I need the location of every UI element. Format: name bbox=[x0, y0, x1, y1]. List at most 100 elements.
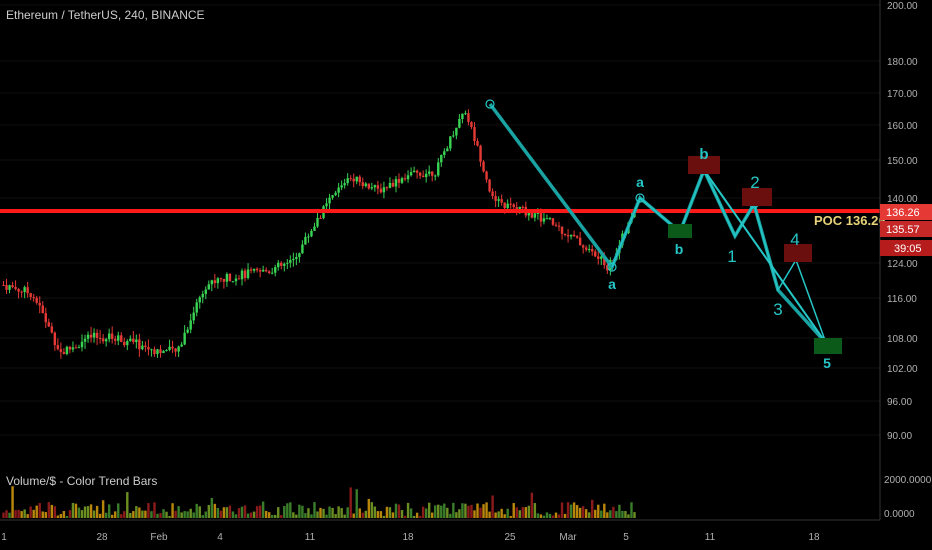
wave-label: a bbox=[608, 276, 616, 292]
volume-bar bbox=[23, 509, 26, 518]
price-tick-label: 200.00 bbox=[887, 1, 918, 12]
price-tick-label: 140.00 bbox=[887, 194, 918, 205]
volume-bar bbox=[65, 515, 69, 518]
volume-bar bbox=[455, 512, 458, 518]
volume-bar bbox=[77, 507, 81, 518]
volume-bar bbox=[286, 503, 289, 518]
price-tick-label: 170.00 bbox=[887, 89, 918, 100]
volume-bar bbox=[524, 507, 528, 518]
candle-body bbox=[165, 349, 168, 351]
volume-bar bbox=[292, 512, 295, 518]
volume-bar bbox=[461, 503, 464, 518]
volume-bar bbox=[542, 515, 546, 518]
candle-body bbox=[225, 273, 229, 282]
wave-pivot bbox=[635, 193, 645, 203]
wave-label: b bbox=[675, 241, 684, 257]
candle-body bbox=[506, 203, 509, 209]
wave-label: 3 bbox=[773, 300, 782, 319]
candle-body bbox=[470, 121, 473, 128]
candle-body bbox=[482, 161, 485, 172]
volume-bar bbox=[53, 506, 57, 518]
volume-bar bbox=[319, 507, 322, 518]
volume-bar bbox=[340, 508, 343, 518]
candle-body bbox=[280, 262, 283, 266]
volume-bar bbox=[270, 515, 274, 518]
volume-bar bbox=[159, 512, 162, 518]
volume-bar bbox=[328, 506, 331, 518]
candle-body bbox=[156, 349, 159, 355]
wave-label: b bbox=[699, 146, 708, 163]
volume-bar bbox=[548, 513, 552, 518]
volume-bar bbox=[491, 495, 494, 518]
volume-bar bbox=[20, 511, 23, 518]
candle-body bbox=[243, 270, 247, 279]
candle-body bbox=[246, 269, 250, 279]
candle-body bbox=[455, 127, 458, 136]
time-tick-label: 18 bbox=[808, 532, 820, 543]
candle-body bbox=[548, 218, 552, 220]
candle-body bbox=[71, 347, 75, 350]
volume-bar bbox=[452, 502, 455, 518]
volume-bar bbox=[352, 513, 355, 518]
wave-label: a bbox=[636, 174, 644, 190]
time-tick-label: 11 bbox=[305, 532, 316, 543]
candle-body bbox=[129, 338, 132, 342]
candle-body bbox=[316, 217, 319, 227]
candle-body bbox=[331, 195, 334, 198]
current-price-badge: 136.26 bbox=[886, 207, 920, 219]
volume-bar bbox=[68, 510, 72, 518]
candle-body bbox=[41, 305, 44, 314]
wave-pivot bbox=[485, 99, 495, 109]
volume-bar bbox=[44, 512, 47, 518]
candle-body bbox=[575, 236, 579, 238]
candle-body bbox=[431, 171, 434, 176]
candle-body bbox=[101, 338, 105, 342]
volume-bar bbox=[603, 503, 606, 518]
candle-body bbox=[539, 212, 543, 222]
volume-bar bbox=[171, 503, 174, 518]
candle-body bbox=[479, 145, 482, 162]
candle-body bbox=[515, 207, 518, 209]
candle-body bbox=[560, 226, 564, 234]
wave-label: 5 bbox=[823, 355, 831, 371]
volume-bar bbox=[630, 502, 633, 518]
volume-bar bbox=[195, 503, 198, 518]
candle-body bbox=[452, 135, 455, 137]
volume-bar bbox=[274, 514, 277, 518]
volume-bar bbox=[536, 513, 540, 518]
candle-body bbox=[542, 218, 546, 222]
volume-bar bbox=[609, 510, 612, 518]
volume-bar bbox=[56, 515, 60, 518]
volume-bar bbox=[600, 510, 603, 518]
candle-body bbox=[249, 269, 253, 271]
volume-bar bbox=[612, 506, 615, 518]
volume-bar bbox=[38, 503, 41, 518]
volume-bar bbox=[240, 506, 244, 518]
price-tick-label: 108.00 bbox=[887, 334, 918, 345]
candle-body bbox=[494, 196, 497, 201]
volume-bar bbox=[86, 506, 90, 518]
volume-bar bbox=[207, 504, 211, 518]
volume-bar bbox=[594, 509, 597, 518]
volume-bar bbox=[364, 510, 368, 518]
volume-bar bbox=[71, 502, 75, 518]
volume-bar bbox=[355, 489, 358, 518]
volume-bar bbox=[515, 507, 518, 518]
volume-bar bbox=[129, 513, 132, 518]
volume-bar bbox=[415, 512, 419, 518]
candle-body bbox=[310, 230, 313, 237]
candle-body bbox=[62, 352, 66, 354]
volume-bar bbox=[74, 503, 78, 518]
volume-bar bbox=[307, 508, 310, 518]
volume-bar bbox=[204, 511, 207, 518]
candle-body bbox=[198, 297, 201, 303]
candle-body bbox=[409, 172, 413, 176]
candle-body bbox=[252, 268, 256, 271]
volume-bar bbox=[298, 504, 301, 518]
candle-body bbox=[258, 270, 262, 272]
candle-body bbox=[446, 148, 449, 152]
candle-body bbox=[234, 278, 238, 282]
price-tick-label: 116.00 bbox=[887, 294, 917, 305]
volume-bar bbox=[183, 511, 186, 518]
